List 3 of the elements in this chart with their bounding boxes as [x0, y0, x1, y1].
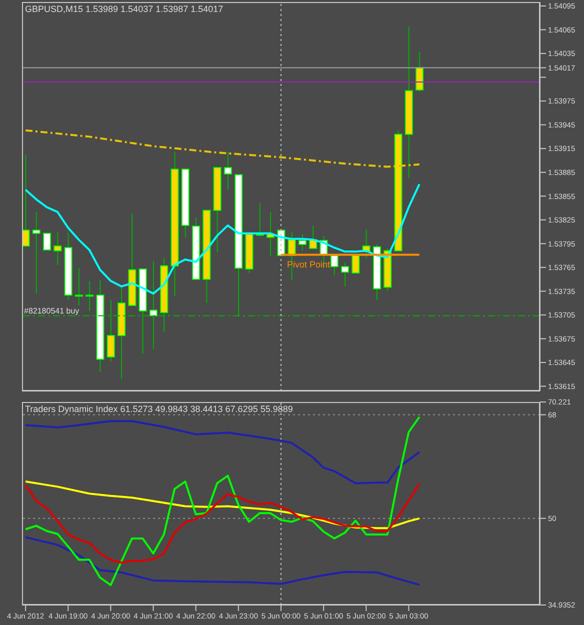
ref-line-label: #82180541 buy [24, 306, 80, 316]
chart-title: GBPUSD,M15 1.53989 1.54037 1.53987 1.54017 [25, 4, 224, 14]
chart-title: Traders Dynamic Index 61.5273 49.9843 38.4413 67.6295 55.9889 [25, 404, 293, 414]
